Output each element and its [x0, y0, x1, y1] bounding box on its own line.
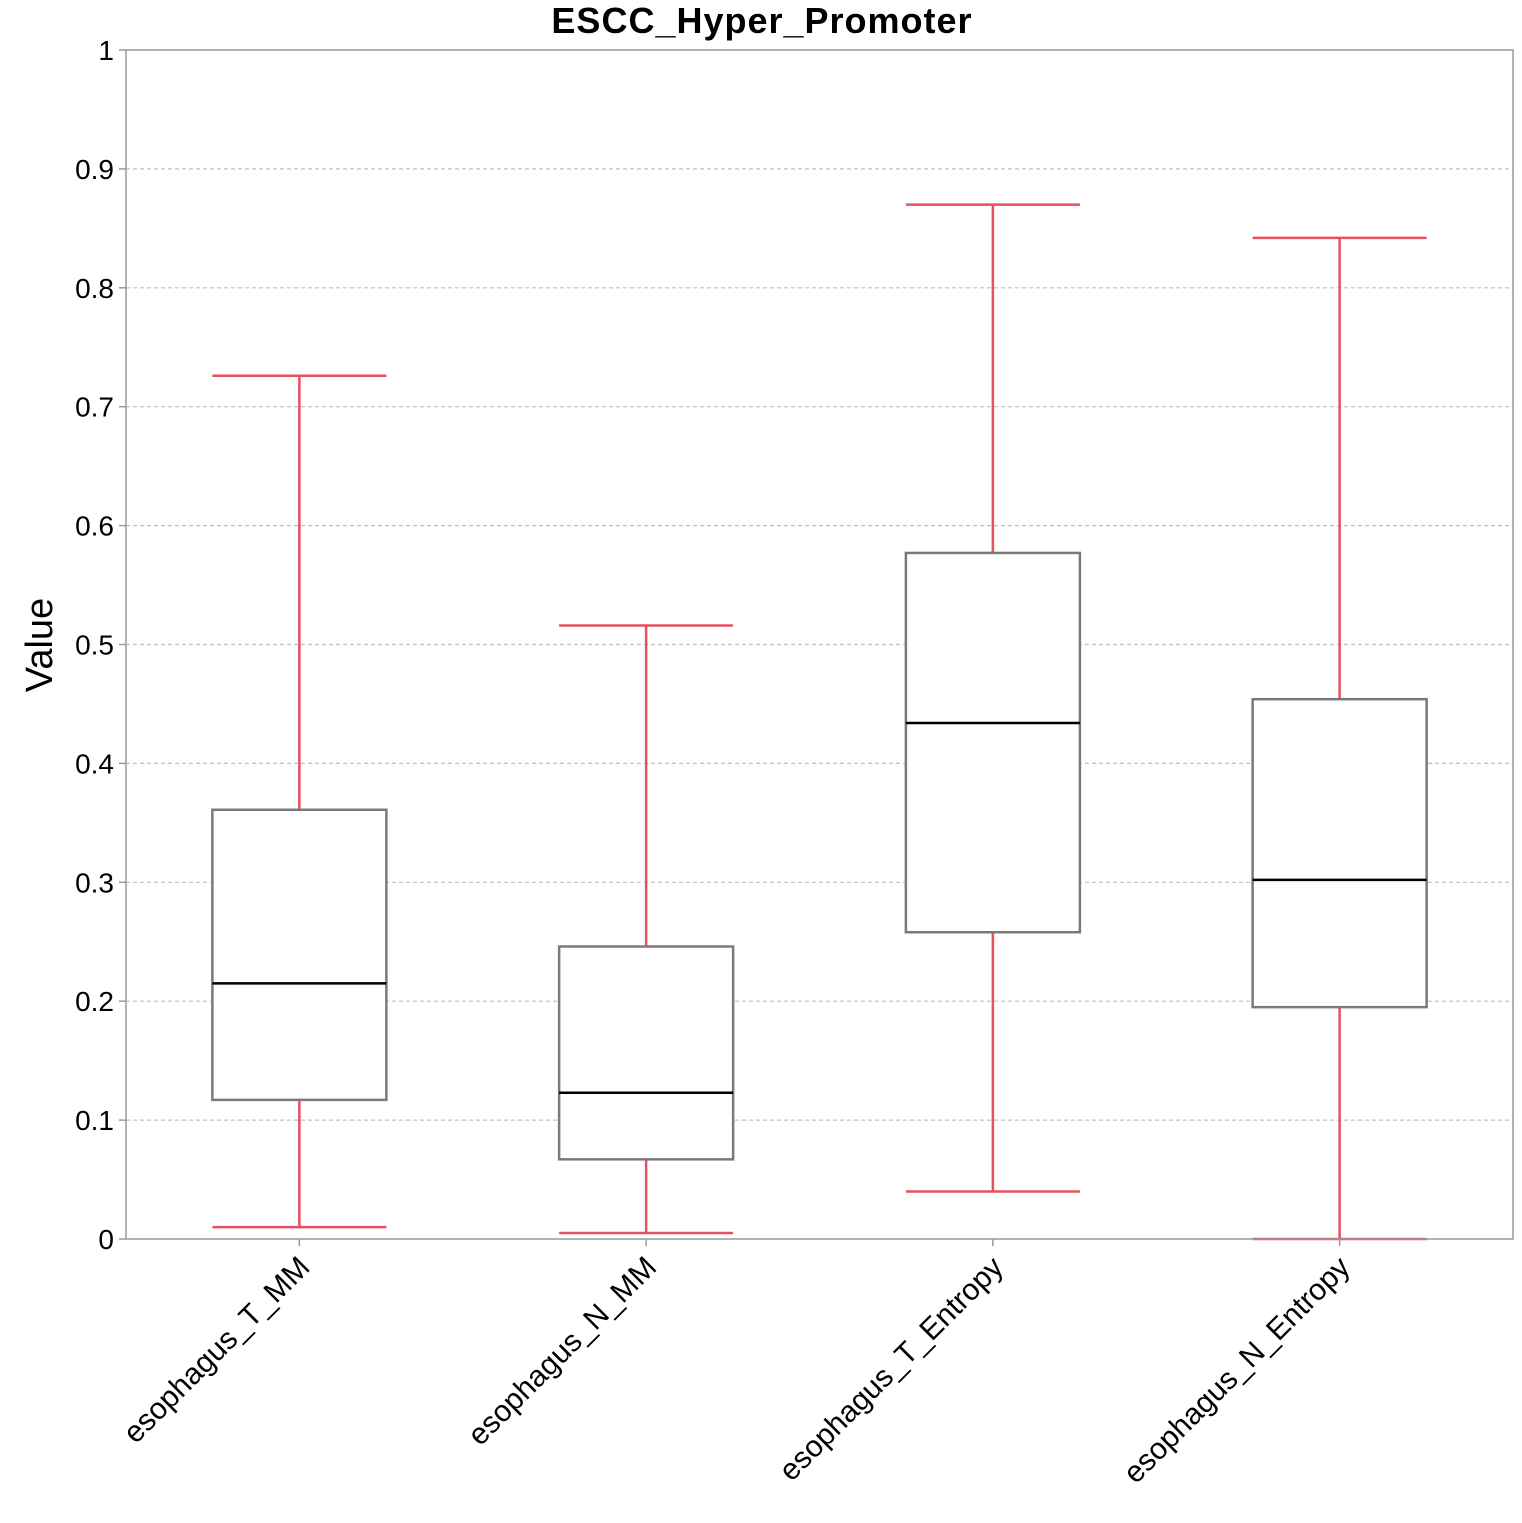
y-tick-label: 0.9: [75, 154, 114, 185]
box-group: [211, 374, 388, 1229]
y-tick-label: 0.8: [75, 273, 114, 304]
y-tick-label: 0.7: [75, 392, 114, 423]
y-tick-label: 1: [98, 35, 114, 66]
box-group: [904, 203, 1082, 1193]
box-group: [1251, 236, 1428, 1241]
box-group: [557, 624, 735, 1235]
y-tick-label: 0.1: [75, 1105, 114, 1136]
y-axis-ticks: 0 0.1 0.2 0.3 0.4 0.5 0.6 0.7 0.8 0.9 1: [75, 35, 126, 1255]
iqr-box: [1251, 697, 1428, 1009]
iqr-box: [211, 808, 388, 1102]
x-tick-label: esophagus_T_Entropy: [773, 1251, 1010, 1488]
y-tick-label: 0.5: [75, 630, 114, 661]
y-tick-label: 0: [98, 1224, 114, 1255]
y-tick-label: 0.4: [75, 748, 114, 779]
box-series: [211, 203, 1428, 1241]
y-tick-label: 0.3: [75, 867, 114, 898]
x-tick-label: esophagus_N_Entropy: [1117, 1251, 1356, 1490]
x-tick-label: esophagus_N_MM: [462, 1251, 663, 1452]
y-tick-label: 0.2: [75, 986, 114, 1017]
chart-title: ESCC_Hyper_Promoter: [551, 0, 972, 41]
iqr-box: [904, 551, 1082, 934]
x-axis-ticks: esophagus_T_MM esophagus_N_MM esophagus_T_…: [117, 1239, 1357, 1490]
y-tick-label: 0.6: [75, 511, 114, 542]
y-axis-label: Value: [19, 598, 61, 692]
x-tick-label: esophagus_T_MM: [117, 1251, 316, 1450]
iqr-box: [557, 945, 735, 1161]
